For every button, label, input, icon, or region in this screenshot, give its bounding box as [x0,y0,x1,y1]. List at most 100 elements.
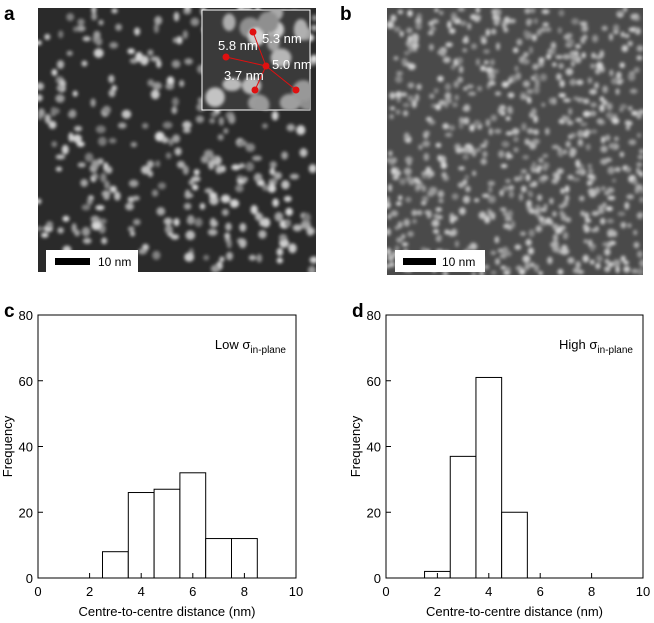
particle [558,9,565,17]
particle [306,226,313,236]
particle [292,80,310,102]
particle [502,185,509,192]
particle [531,161,537,170]
y-tick-label: 40 [367,440,381,455]
particle [209,155,217,161]
particle [536,225,541,233]
particle [387,21,394,29]
particle [520,169,528,174]
particle [627,106,633,111]
particle [389,261,395,268]
particle [284,218,291,228]
particle [454,94,459,101]
particle [597,258,602,263]
particle [526,199,532,208]
particle [133,218,141,226]
particle [299,148,308,158]
particle [613,136,619,142]
particle [102,105,111,115]
particle [173,218,180,227]
particle [235,184,244,193]
inset-label: 5.0 nm [272,57,312,72]
particle [507,210,513,218]
particle [185,230,196,241]
particle [629,88,638,94]
x-tick-label: 2 [434,584,441,599]
particle [415,182,424,187]
particle [621,44,629,53]
particle [494,236,500,244]
particle [449,216,455,224]
particle [207,228,218,236]
particle [519,94,528,100]
particle [435,142,442,148]
particle [563,149,568,155]
particle [636,212,643,220]
particle [403,218,411,227]
particle [421,195,429,203]
particle [395,91,402,98]
particle [430,188,437,195]
particle [587,163,592,169]
particle [387,247,392,256]
particle [489,59,495,66]
particle [556,168,564,175]
particle [141,122,149,129]
scale-bar-box [395,250,485,272]
particle [195,115,205,123]
particle [551,144,560,150]
particle [614,166,621,173]
particle [469,124,475,132]
particle [431,219,440,228]
particle [292,224,303,232]
particle [498,150,505,158]
particle [398,195,403,201]
particle [505,251,512,257]
particle [396,70,404,76]
particle [567,257,575,264]
particle [127,48,135,55]
bar [127,492,155,579]
particle [390,167,397,175]
particle [611,117,620,125]
particle [427,174,432,179]
y-tick-label: 60 [19,374,33,389]
x-tick-label: 6 [537,584,544,599]
particle [407,9,413,17]
particle [495,42,501,51]
particle [427,30,434,36]
particle [387,263,390,269]
particle [80,179,88,187]
particle [595,61,604,70]
particle [157,182,166,190]
particle [600,145,608,153]
particle [508,106,514,115]
particle [577,169,584,175]
particle [514,244,522,250]
panel-label: b [340,4,352,25]
panel-label: d [352,301,364,322]
particle [147,170,154,178]
particle [66,50,73,56]
particle [98,136,107,147]
particle [93,48,104,58]
particle [448,230,456,237]
particle [470,43,478,50]
particle [151,189,159,197]
particle [172,37,179,43]
particle [569,147,575,154]
particle [560,187,565,195]
particle [209,217,217,228]
particle [591,34,599,43]
particle [513,176,521,182]
particle [633,241,640,249]
particle [81,204,91,211]
particle [200,155,209,164]
particle [38,108,45,118]
particle [458,207,466,215]
particle [480,158,487,165]
particle [575,260,581,269]
particle [487,195,496,204]
particle [271,110,279,121]
particle [253,173,263,183]
